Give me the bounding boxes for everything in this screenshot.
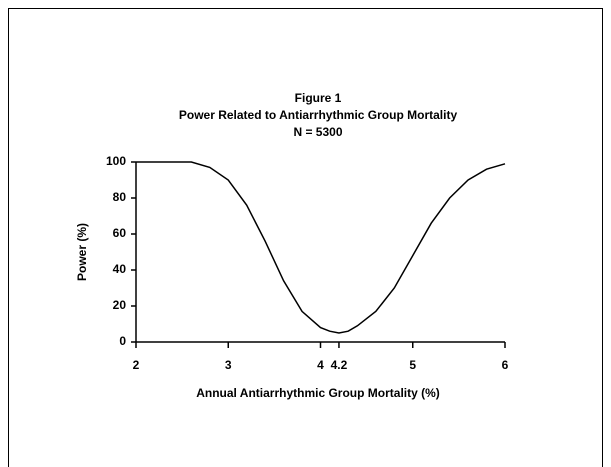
x-tick-label: 3 bbox=[225, 358, 232, 372]
x-axis-label: Annual Antiarrhythmic Group Mortality (%… bbox=[196, 386, 440, 400]
x-tick-label: 4.2 bbox=[331, 358, 348, 372]
y-tick-label: 40 bbox=[113, 262, 127, 276]
y-tick-label: 0 bbox=[119, 334, 126, 348]
y-tick-label: 100 bbox=[106, 154, 126, 168]
y-tick-label: 80 bbox=[113, 190, 127, 204]
frame bbox=[8, 8, 603, 467]
x-tick-label: 4 bbox=[317, 358, 324, 372]
y-tick-label: 20 bbox=[113, 298, 127, 312]
chart-title: Figure 1 bbox=[295, 91, 342, 105]
y-tick-label: 60 bbox=[113, 226, 127, 240]
x-tick-label: 6 bbox=[502, 358, 509, 372]
x-tick-label: 2 bbox=[133, 358, 140, 372]
line bbox=[136, 161, 506, 334]
y-axis-label: Power (%) bbox=[75, 223, 89, 281]
annotation: N = 5300 bbox=[293, 125, 342, 139]
chart-subtitle: Power Related to Antiarrhythmic Group Mo… bbox=[179, 108, 458, 122]
x-tick-label: 5 bbox=[409, 358, 416, 372]
